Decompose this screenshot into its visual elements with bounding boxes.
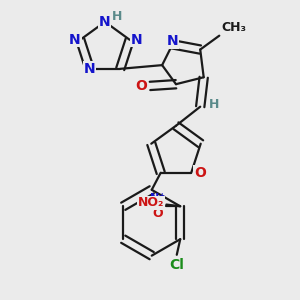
Text: N: N bbox=[84, 62, 95, 76]
Text: O: O bbox=[135, 79, 147, 93]
Text: Cl: Cl bbox=[169, 258, 184, 272]
Text: N⁺: N⁺ bbox=[150, 193, 165, 202]
Text: H: H bbox=[209, 98, 219, 112]
Text: N: N bbox=[131, 33, 142, 47]
Text: CH₃: CH₃ bbox=[221, 21, 246, 34]
Text: N: N bbox=[99, 15, 111, 29]
Text: N: N bbox=[69, 33, 81, 47]
Text: O: O bbox=[152, 207, 163, 220]
Text: O: O bbox=[194, 166, 206, 180]
Text: NO₂: NO₂ bbox=[138, 196, 164, 209]
Text: H: H bbox=[112, 10, 122, 23]
Text: N: N bbox=[167, 34, 178, 48]
